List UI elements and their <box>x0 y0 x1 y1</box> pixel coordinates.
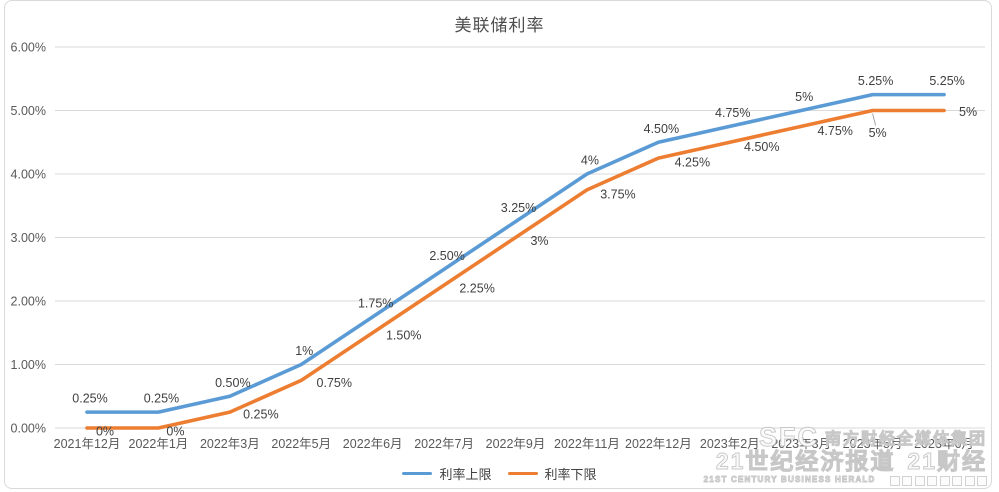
lower-limit-data-label: 4.25% <box>675 156 710 170</box>
lower-limit-line <box>85 108 946 430</box>
x-axis-tick-label: 2023年5月 <box>843 437 903 451</box>
y-axis-tick-label: 5.00% <box>11 104 46 118</box>
lower-limit-data-label: 0.75% <box>317 376 352 390</box>
y-axis-tick-label: 2.00% <box>11 295 46 309</box>
legend-item-upper-limit[interactable]: 利率上限 <box>402 464 492 483</box>
lower-limit-data-label: 4.50% <box>744 140 779 154</box>
upper-limit-line-swatch <box>402 471 433 476</box>
upper-limit-data-label: 4.50% <box>644 122 679 136</box>
upper-limit-data-label: 4% <box>581 154 599 168</box>
chart-title: 美联储利率 <box>454 16 545 35</box>
x-axis-tick-label: 2022年7月 <box>414 437 474 451</box>
x-axis-tick-label: 2023年2月 <box>700 437 760 451</box>
upper-limit-data-label: 5.25% <box>858 74 893 88</box>
y-axis-tick-label: 6.00% <box>11 41 46 55</box>
upper-limit-data-label: 3.25% <box>501 201 536 215</box>
legend-item-lower-limit[interactable]: 利率下限 <box>507 464 597 483</box>
x-axis-tick-label: 2022年9月 <box>486 437 546 451</box>
lower-limit-data-label: 0% <box>166 425 184 439</box>
lower-limit-data-label: 0.25% <box>243 408 278 422</box>
y-axis-tick-label: 3.00% <box>11 231 46 245</box>
upper-limit-data-label: 0.25% <box>144 392 179 406</box>
y-axis-tick-label: 1.00% <box>11 358 46 372</box>
lower-limit-line-swatch <box>507 471 538 476</box>
x-axis-tick-label: 2022年5月 <box>271 437 331 451</box>
lower-limit-data-label: 4.75% <box>817 124 852 138</box>
upper-limit-line <box>85 92 946 414</box>
x-axis-tick-label: 2021年12月 <box>54 437 121 451</box>
x-axis-tick-label: 2023年3月 <box>771 437 831 451</box>
y-axis-tick-label: 4.00% <box>11 168 46 182</box>
upper-limit-data-label: 5.25% <box>929 74 964 88</box>
lower-limit-data-label: 3.75% <box>600 187 635 201</box>
y-axis-tick-label: 0.00% <box>11 422 46 436</box>
upper-limit-data-label: 1.75% <box>358 296 393 310</box>
legend: 利率上限 利率下限 <box>0 464 999 483</box>
legend-label-upper-limit: 利率上限 <box>439 467 492 482</box>
lower-limit-data-label: 3% <box>530 234 548 248</box>
upper-limit-data-label: 5% <box>795 90 813 104</box>
x-axis-tick-label: 2022年11月 <box>554 437 620 451</box>
upper-limit-data-label: 2.50% <box>429 249 464 263</box>
lower-limit-data-label: 2.25% <box>459 282 494 296</box>
upper-limit-data-label: 1% <box>295 344 313 358</box>
lower-limit-data-label: 5% <box>959 105 977 119</box>
lower-limit-data-label: 0% <box>96 425 114 439</box>
x-axis-tick-label: 2022年12月 <box>625 437 692 451</box>
upper-limit-data-label: 4.75% <box>715 106 750 120</box>
x-axis-tick-label: 2022年1月 <box>129 437 189 451</box>
label-leader-line <box>872 113 877 126</box>
legend-label-lower-limit: 利率下限 <box>544 467 597 482</box>
upper-limit-data-label: 0.25% <box>72 392 107 406</box>
lower-limit-data-label: 1.50% <box>386 328 421 342</box>
x-axis-tick-label: 2023年6月 <box>914 437 974 451</box>
lower-limit-data-label: 5% <box>869 126 887 140</box>
upper-limit-data-label: 0.50% <box>215 376 250 390</box>
x-axis-tick-label: 2022年3月 <box>200 437 260 451</box>
x-axis-tick-label: 2022年6月 <box>343 437 403 451</box>
